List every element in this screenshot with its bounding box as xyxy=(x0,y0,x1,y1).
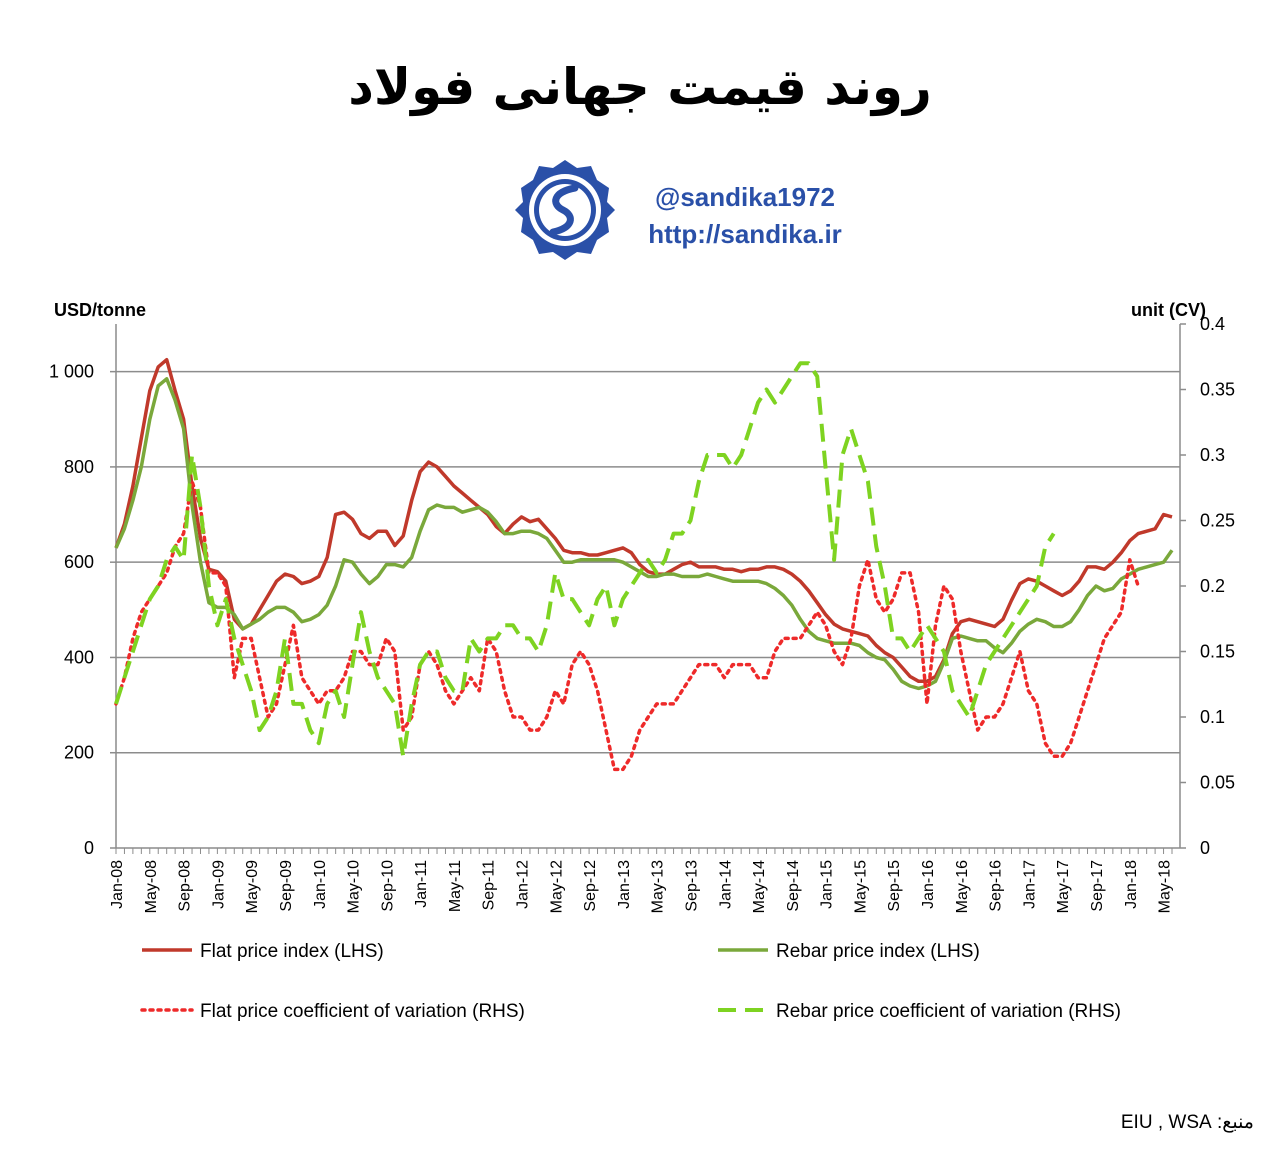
source-note: منبع: EIU , WSA xyxy=(1120,1112,1254,1133)
right-tick-label: 0.35 xyxy=(1200,380,1235,400)
x-tick-label: May-17 xyxy=(1055,860,1072,913)
x-tick-label: Sep-15 xyxy=(886,860,903,912)
legend-label: Rebar price index (LHS) xyxy=(776,941,980,962)
x-tick-label: Sep-10 xyxy=(379,860,396,912)
x-tick-label: Jan-08 xyxy=(109,860,126,909)
x-tick-label: May-16 xyxy=(954,860,971,913)
series-lines xyxy=(114,357,1174,772)
right-tick-label: 0.15 xyxy=(1200,642,1235,662)
x-tick-label: May-10 xyxy=(346,860,363,913)
website-url: http://sandika.ir xyxy=(648,219,842,249)
right-tick-label: 0.1 xyxy=(1200,707,1225,727)
left-tick-label: 200 xyxy=(64,743,94,763)
left-tick-label: 600 xyxy=(64,552,94,572)
right-tick-label: 0.4 xyxy=(1200,314,1225,334)
x-tick-label: Jan-15 xyxy=(819,860,836,909)
right-tick-label: 0 xyxy=(1200,838,1210,858)
x-tick-label: Sep-14 xyxy=(785,860,802,912)
x-tick-label: Jan-18 xyxy=(1123,860,1140,909)
page-title: روند قیمت جهانی فولاد xyxy=(348,58,932,116)
left-tick-label: 1 000 xyxy=(49,362,94,382)
legend-label: Flat price coefficient of variation (RHS… xyxy=(200,1001,525,1022)
legend-label: Rebar price coefficient of variation (RH… xyxy=(776,1001,1121,1022)
right-tick-label: 0.25 xyxy=(1200,511,1235,531)
x-tick-label: May-15 xyxy=(852,860,869,913)
x-tick-label: Sep-09 xyxy=(278,860,295,912)
left-axis-label: USD/tonne xyxy=(54,300,146,320)
x-axis-ticks: Jan-08 May-08 Sep-08 Jan-09 May-09 Sep-09 Jan-… xyxy=(109,848,1174,913)
social-handle: @sandika1972 xyxy=(654,182,836,212)
x-tick-label: Jan-12 xyxy=(515,860,532,909)
x-tick-label: Jan-11 xyxy=(413,860,430,908)
x-tick-label: Jan-10 xyxy=(312,860,329,909)
x-tick-label: May-13 xyxy=(650,860,667,913)
x-tick-label: Sep-13 xyxy=(683,860,700,912)
right-tick-label: 0.3 xyxy=(1200,445,1225,465)
x-tick-label: Jan-16 xyxy=(920,860,937,909)
right-axis-ticks: 0 0.05 0.1 0.15 0.2 0.25 0.3 0.35 0.4 xyxy=(1180,314,1235,858)
steel-price-chart: 0 200 400 600 800 1 000 0 0.05 0.1 0.15 0.2 0.25 0.… xyxy=(49,300,1235,1022)
right-tick-label: 0.2 xyxy=(1200,576,1225,596)
left-tick-label: 0 xyxy=(84,838,94,858)
left-axis-ticks: 0 200 400 600 800 1 000 xyxy=(49,362,116,858)
x-tick-label: Sep-08 xyxy=(177,860,194,912)
legend-label: Flat price index (LHS) xyxy=(200,941,384,962)
x-tick-label: May-14 xyxy=(751,860,768,913)
x-tick-label: May-08 xyxy=(143,860,160,913)
x-tick-label: Sep-12 xyxy=(582,860,599,912)
x-tick-label: May-09 xyxy=(244,860,261,913)
series-line-4 xyxy=(114,361,1056,759)
right-tick-label: 0.05 xyxy=(1200,773,1235,793)
x-tick-label: May-11 xyxy=(447,860,464,912)
sandika-logo-icon xyxy=(515,160,615,260)
x-tick-label: Sep-16 xyxy=(988,860,1005,912)
left-tick-label: 800 xyxy=(64,457,94,477)
x-tick-label: Sep-17 xyxy=(1089,860,1106,912)
right-axis-label: unit (CV) xyxy=(1131,300,1206,320)
x-tick-label: May-18 xyxy=(1157,860,1174,913)
x-tick-label: Jan-14 xyxy=(717,860,734,909)
x-tick-label: Jan-17 xyxy=(1021,860,1038,909)
x-tick-label: Jan-13 xyxy=(616,860,633,909)
series-line-2 xyxy=(114,377,1174,691)
series-line-1 xyxy=(114,357,1173,684)
x-tick-label: Jan-09 xyxy=(210,860,227,909)
left-tick-label: 400 xyxy=(64,647,94,667)
legend: Flat price index (LHS) Rebar price index … xyxy=(140,941,1121,1022)
x-tick-label: Sep-11 xyxy=(481,860,498,911)
x-tick-label: May-12 xyxy=(548,860,565,913)
